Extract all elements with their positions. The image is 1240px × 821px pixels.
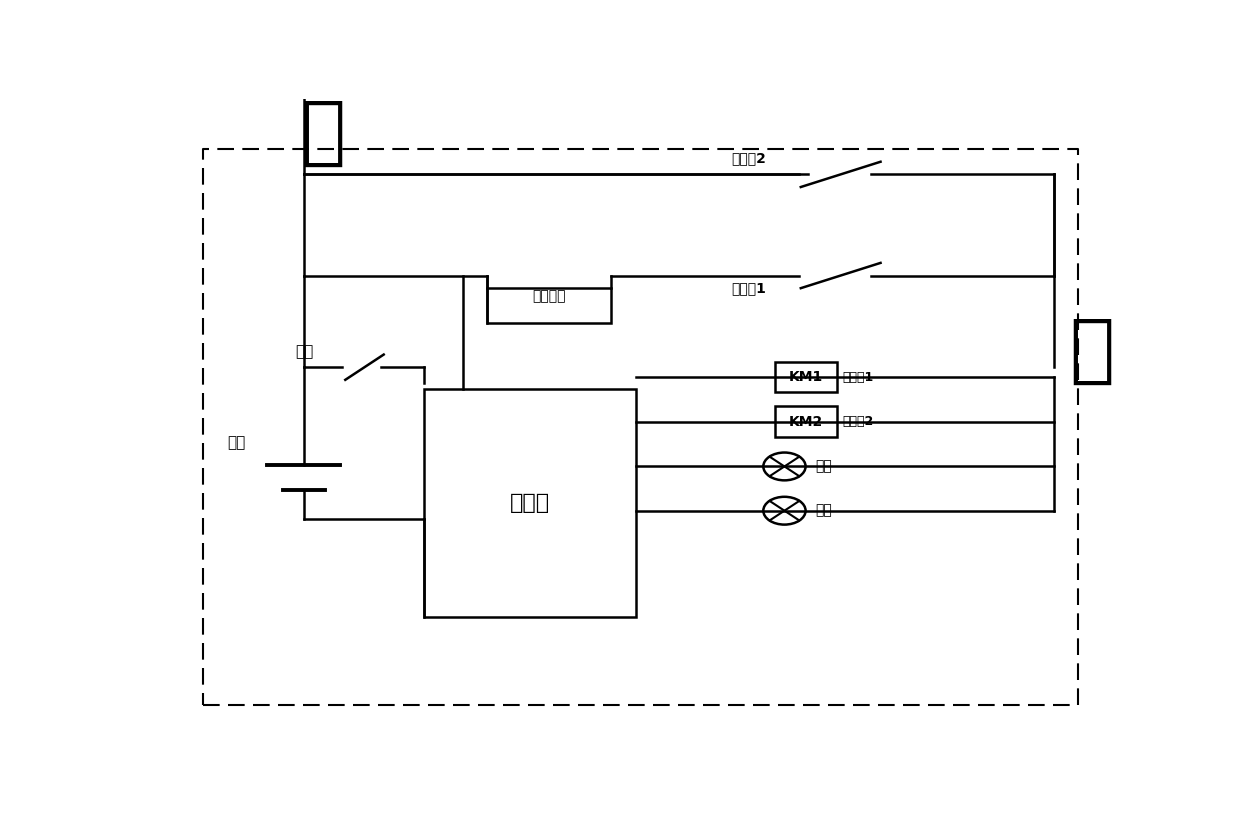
Text: 红灯: 红灯 [815,460,832,474]
Bar [424,389,635,617]
Text: 电池: 电池 [228,436,246,451]
Text: 正: 正 [300,97,346,170]
Bar [486,288,611,323]
Text: 接触器1: 接触器1 [842,371,873,383]
Text: 负: 负 [1069,315,1115,388]
Bar [775,406,837,437]
Text: 功率电阻: 功率电阻 [532,289,565,303]
Text: 接触器1: 接触器1 [732,281,766,296]
Text: 开关: 开关 [295,344,312,359]
Text: 接触器2: 接触器2 [842,415,873,428]
Text: KM2: KM2 [789,415,823,429]
Bar [775,362,837,392]
Text: 绿灯: 绿灯 [815,504,832,518]
Text: KM1: KM1 [789,370,823,384]
Text: 接触器2: 接触器2 [732,152,766,166]
Text: 控制板: 控制板 [510,493,549,513]
